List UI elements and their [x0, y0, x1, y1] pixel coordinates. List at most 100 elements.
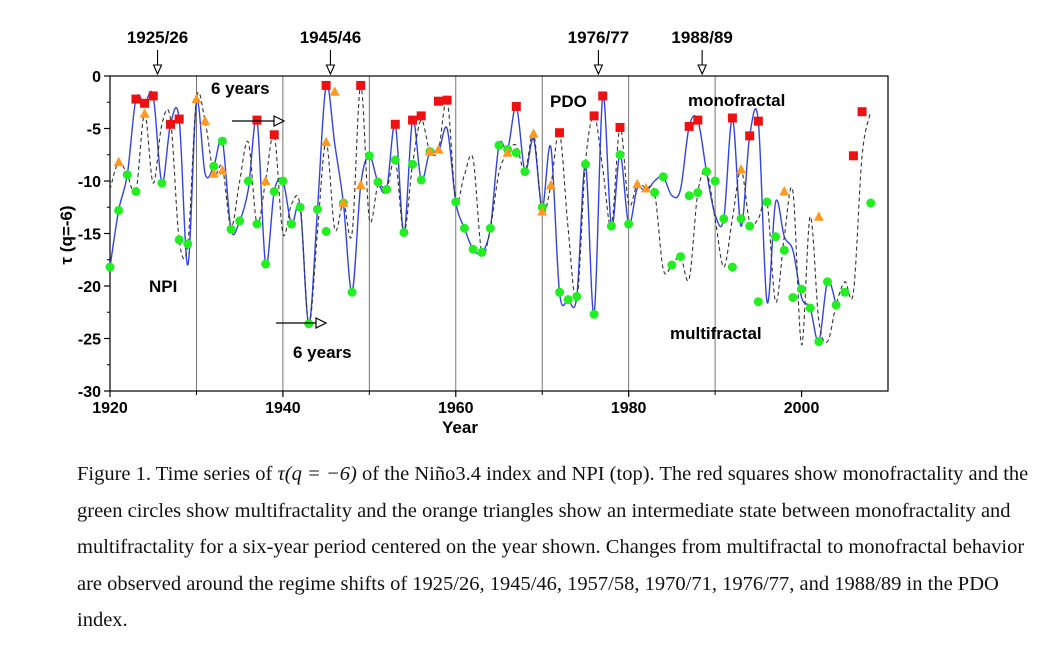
monofractal-point	[408, 115, 418, 125]
multifractal-point	[390, 155, 400, 165]
monofractal-point	[442, 95, 452, 105]
multifractal-point	[408, 159, 418, 169]
multifractal-point	[226, 224, 236, 234]
monofractal-label: monofractal	[688, 91, 785, 110]
multifractal-point	[105, 262, 115, 272]
figure-caption: Figure 1. Time series of τ(q = −6) of th…	[77, 456, 1037, 639]
monofractal-point	[321, 80, 331, 90]
monofractal-point	[511, 101, 521, 111]
multifractal-point	[183, 239, 193, 249]
intermediate-point	[433, 144, 444, 154]
regime-shift-arrow-head	[325, 64, 336, 76]
multifractal-point	[235, 216, 245, 226]
intermediate-point	[736, 163, 747, 174]
monofractal-point	[555, 128, 565, 138]
multifractal-point	[217, 136, 227, 146]
y-tick-label: -25	[78, 332, 101, 349]
regime-shift-label: 1925/26	[127, 28, 188, 47]
intermediate-point	[424, 146, 435, 156]
multifractal-point	[416, 175, 426, 185]
multifractal-point	[658, 172, 668, 182]
multifractal-point	[753, 297, 763, 307]
intermediate-point	[113, 156, 124, 167]
multifractal-point	[295, 202, 305, 212]
monofractal-point	[174, 114, 184, 124]
regime-shift-arrow-head	[152, 64, 163, 76]
y-axis-title: τ (q=-6)	[57, 205, 76, 264]
multifractal-point	[477, 247, 487, 257]
intermediate-point	[217, 165, 228, 175]
intermediate-point	[632, 178, 643, 189]
tau-time-series-chart: 1920 1940 1960 1980 2000 0 -5 -10 -15 -20 -25 -30 1…	[57, 28, 889, 437]
multifractal-point	[485, 223, 495, 233]
multifractal-point	[736, 214, 746, 224]
monofractal-point	[745, 131, 755, 141]
intermediate-point	[528, 128, 539, 138]
multifractal-point	[555, 287, 565, 297]
y-tick-label: -30	[78, 384, 101, 401]
intermediate-point	[545, 179, 556, 190]
monofractal-point	[693, 115, 703, 125]
intermediate-point	[260, 175, 271, 185]
monofractal-point	[356, 80, 366, 90]
data-markers	[105, 80, 876, 347]
monofractal-point	[140, 98, 150, 108]
multifractal-point	[572, 292, 582, 301]
caption-math: τ(q = −6)	[277, 463, 357, 485]
intermediate-point	[200, 115, 211, 126]
multifractal-point	[269, 187, 279, 196]
intermediate-point	[338, 197, 349, 208]
monofractal-point	[589, 111, 599, 121]
six-years-bottom-label: 6 years	[293, 343, 352, 362]
intermediate-point	[502, 147, 513, 157]
monofractal-point	[848, 151, 858, 161]
multifractal-point	[693, 188, 703, 198]
multifractal-point	[745, 221, 755, 231]
multifractal-point	[762, 197, 772, 207]
regime-shift-markers: 1925/26 1945/46 1976/77 1988/89	[127, 28, 733, 76]
monofractal-point	[148, 91, 158, 101]
y-tick-label: -20	[78, 279, 101, 296]
intermediate-point	[208, 168, 219, 178]
multifractal-point	[382, 184, 392, 194]
multifractal-point	[676, 252, 686, 262]
six-years-bottom-arrow	[276, 317, 328, 329]
intermediate-point	[329, 86, 340, 96]
multifractal-point	[520, 167, 530, 177]
multifractal-point	[684, 191, 694, 201]
multifractal-point	[797, 284, 807, 294]
monofractal-point	[857, 107, 867, 117]
multifractal-point	[650, 188, 660, 198]
monofractal-point	[390, 119, 400, 129]
intermediate-point	[537, 205, 548, 216]
monofractal-point	[166, 119, 176, 129]
multifractal-point	[779, 245, 789, 255]
monofractal-point	[684, 121, 694, 131]
multifractal-point	[321, 226, 331, 236]
multifractal-point	[243, 176, 253, 186]
six-years-top-label: 6 years	[211, 79, 270, 98]
x-tick-label: 1920	[92, 400, 128, 417]
x-tick-label: 1960	[438, 400, 474, 417]
multifractal-point	[157, 178, 167, 188]
plot-border	[109, 75, 889, 392]
monofractal-point	[433, 96, 443, 106]
multifractal-point	[771, 232, 781, 242]
x-tick-label: 1980	[611, 400, 647, 417]
multifractal-point	[131, 187, 141, 196]
multifractal-point	[459, 223, 469, 233]
multifractal-point	[710, 176, 720, 186]
intermediate-point	[640, 182, 651, 193]
six-years-top-arrow	[232, 115, 286, 127]
intermediate-point	[191, 93, 202, 104]
multifractal-point	[814, 337, 824, 347]
monofractal-point	[252, 115, 262, 125]
multifractal-point	[606, 221, 616, 231]
regime-shift-label: 1976/77	[568, 28, 629, 47]
multifractal-point	[727, 262, 737, 272]
regime-shift-arrow-head	[697, 64, 707, 76]
multifractal-point	[347, 287, 357, 297]
multifractal-point	[209, 161, 219, 171]
multifractal-point	[278, 176, 288, 186]
pdo-label: PDO	[550, 92, 587, 111]
